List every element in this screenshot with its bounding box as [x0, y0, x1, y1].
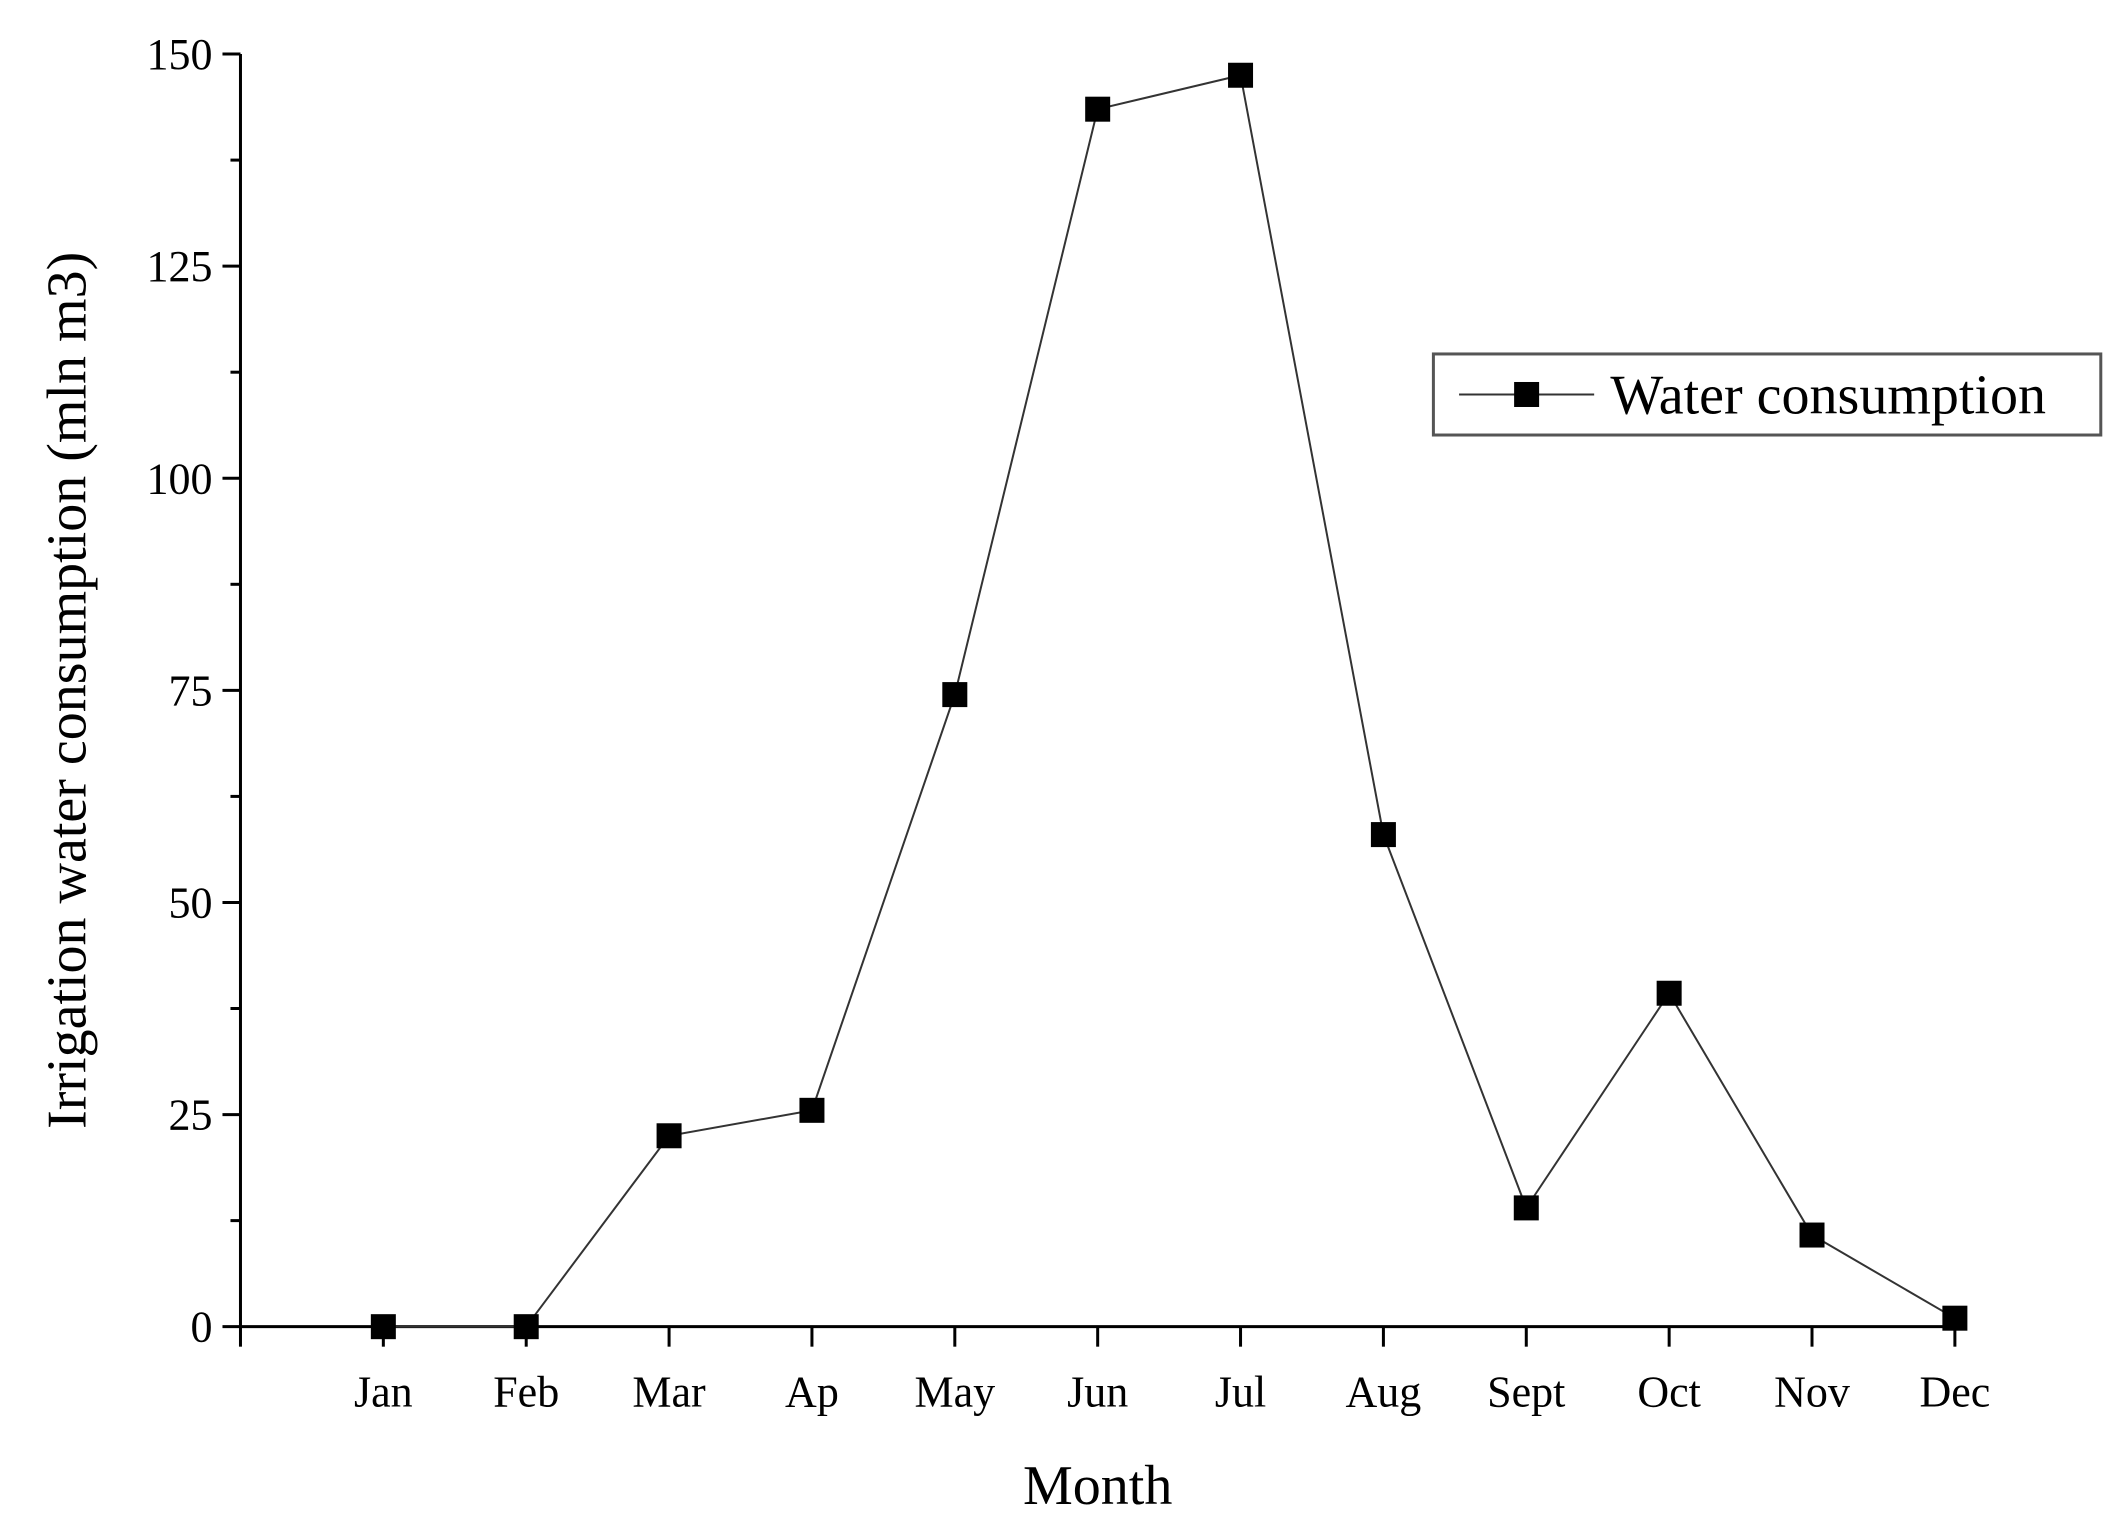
data-point-marker — [656, 1123, 682, 1149]
y-tick-label: 0 — [190, 1303, 212, 1352]
y-tick-label: 100 — [146, 454, 212, 503]
data-point-marker — [1228, 62, 1254, 88]
y-tick-label: 150 — [146, 30, 212, 79]
x-tick-label: Nov — [1774, 1368, 1850, 1417]
data-point-marker — [942, 682, 968, 708]
data-point-marker — [1656, 980, 1682, 1006]
data-point-marker — [1085, 96, 1111, 122]
legend: Water consumption — [1431, 352, 2103, 437]
data-point-marker — [1942, 1305, 1968, 1331]
y-tick-label: 75 — [168, 666, 212, 715]
x-tick-label: Mar — [632, 1368, 706, 1417]
x-tick-label: Oct — [1637, 1368, 1701, 1417]
x-tick-label: Jan — [354, 1368, 413, 1417]
x-axis-title: Month — [1023, 1455, 1172, 1517]
x-tick-label: Jun — [1067, 1368, 1128, 1417]
data-point-marker — [370, 1314, 396, 1340]
y-ticks: 0 25 50 75 100 125 150 — [146, 30, 241, 1352]
y-tick-label: 25 — [168, 1091, 212, 1140]
x-tick-label: Aug — [1346, 1368, 1422, 1417]
x-tick-label: Ap — [785, 1368, 839, 1417]
y-tick-label: 50 — [168, 878, 212, 927]
x-tick-label: Dec — [1919, 1368, 1990, 1417]
data-point-marker — [1370, 822, 1396, 848]
series-layer — [370, 62, 1968, 1340]
legend-marker-square — [1514, 381, 1540, 407]
x-tick-label: Feb — [493, 1368, 559, 1417]
series-line — [383, 74, 1956, 1328]
y-tick-label: 125 — [146, 242, 212, 291]
data-point-marker — [1513, 1195, 1539, 1221]
x-tick-label: Jul — [1215, 1368, 1266, 1417]
legend-label: Water consumption — [1610, 364, 2046, 426]
data-point-marker — [513, 1314, 539, 1340]
data-point-marker — [799, 1097, 825, 1123]
x-tick-label: May — [914, 1368, 995, 1417]
y-axis-title: Irrigation water consumption (mln m3) — [37, 252, 99, 1129]
x-ticks: Jan Feb Mar Ap May Jun Jul Aug Sept Oct Nov Dec — [238, 1326, 1990, 1417]
x-tick-label: Sept — [1487, 1368, 1565, 1417]
axes — [238, 54, 1955, 1329]
data-point-marker — [1799, 1222, 1825, 1248]
